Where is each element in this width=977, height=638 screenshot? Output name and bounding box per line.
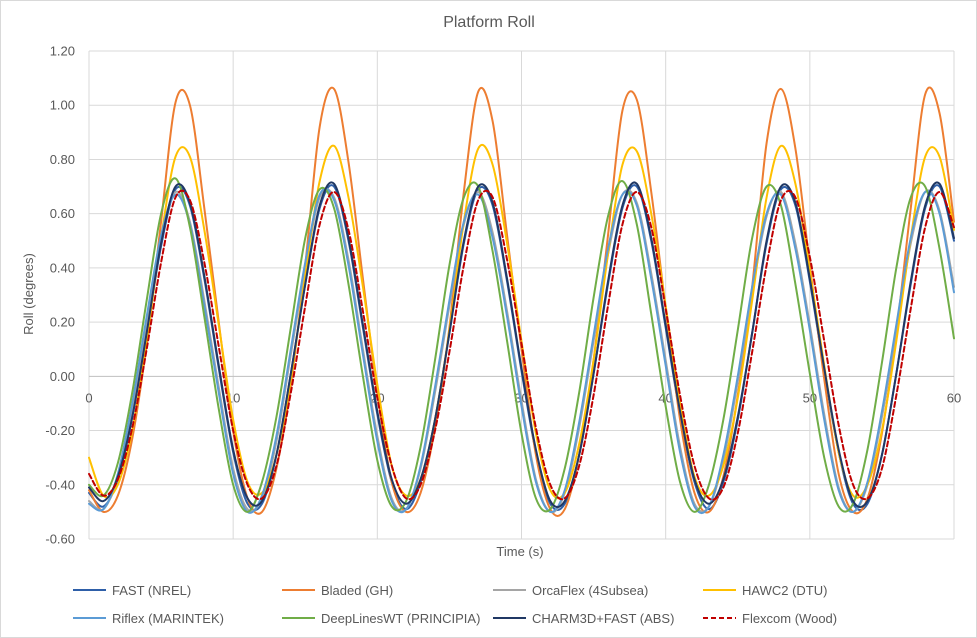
legend-label-1: Bladed (GH)	[321, 583, 393, 598]
x-tick-label: 60	[947, 390, 961, 405]
y-tick-label: 0.80	[50, 152, 75, 167]
x-axis-title: Time (s)	[496, 544, 543, 559]
legend-label-7: Flexcom (Wood)	[742, 611, 837, 626]
chart-title: Platform Roll	[443, 14, 535, 31]
y-tick-label: 0.20	[50, 315, 75, 330]
y-tick-label: 1.20	[50, 44, 75, 59]
y-tick-label: 0.40	[50, 260, 75, 275]
y-tick-label: -0.60	[45, 532, 75, 547]
series-line-3	[88, 143, 955, 500]
series-line-4	[88, 187, 955, 515]
y-axis-title: Roll (degrees)	[21, 253, 36, 335]
legend-label-2: OrcaFlex (4Subsea)	[532, 583, 648, 598]
legend: FAST (NREL) Bladed (GH) OrcaFlex (4Subsea)…	[73, 583, 837, 626]
series-lines	[88, 86, 955, 517]
legend-label-0: FAST (NREL)	[112, 583, 191, 598]
legend-label-3: HAWC2 (DTU)	[742, 583, 827, 598]
y-tick-label: -0.40	[45, 477, 75, 492]
y-tick-label: 1.00	[50, 98, 75, 113]
x-tick-label: 0	[85, 390, 92, 405]
legend-label-6: CHARM3D+FAST (ABS)	[532, 611, 674, 626]
y-tick-label: 0.00	[50, 369, 75, 384]
legend-label-5: DeepLinesWT (PRINCIPIA)	[321, 611, 480, 626]
y-tick-label: 0.60	[50, 206, 75, 221]
series-line-6	[88, 181, 955, 509]
legend-label-4: Riflex (MARINTEK)	[112, 611, 224, 626]
series-line-5	[88, 177, 955, 513]
series-line-7	[88, 189, 955, 501]
y-tick-label: -0.20	[45, 423, 75, 438]
